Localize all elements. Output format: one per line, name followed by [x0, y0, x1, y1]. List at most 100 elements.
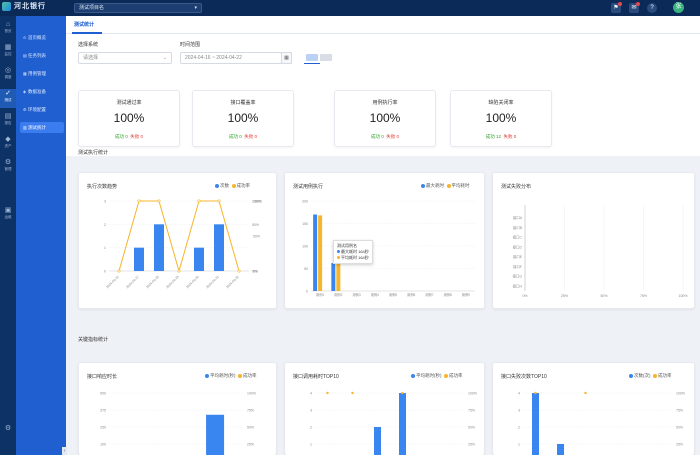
y-tick-label: 接口H — [513, 283, 523, 288]
rail-label: 测试 — [4, 98, 12, 102]
rail-item-report[interactable]: ▤ 报告 — [0, 112, 16, 131]
section-title-execution: 测试执行统计 — [78, 150, 109, 156]
kpi-fail: 失败 0 — [386, 134, 400, 139]
x-tick-label: 用例2 — [334, 292, 342, 297]
y-tick-label: 250 — [100, 426, 106, 430]
tab-bar: 测试统计 — [66, 16, 700, 34]
quick-range-button[interactable] — [306, 54, 318, 61]
bell-icon[interactable]: ⚑ — [611, 2, 622, 13]
kpi-fail: 失败 0 — [244, 134, 258, 139]
chart-card-fail-dist: 0% 25% 50% 75% 100% 接口A 接口B 接口C 接口D 接口E 接口F 接口G 接口H … — [492, 172, 695, 309]
legend-label: 平均耗时(秒) — [210, 373, 236, 378]
date-range-input[interactable]: 2024-04-16 ~ 2024-04-22 — [180, 52, 282, 64]
kpi-card: 测试通过率 100% 成功 0 失败 0 — [78, 90, 180, 147]
rail-item-home[interactable]: ⌂ 首页 — [0, 20, 16, 39]
help-icon[interactable]: ? — [647, 3, 657, 13]
rail-item-monitor[interactable]: ▦ 监控 — [0, 43, 16, 62]
tooltip-title: 测试用例名 — [337, 243, 357, 248]
calendar-icon[interactable]: ▦ — [281, 52, 292, 64]
tab-stats[interactable]: 测试统计 — [74, 22, 95, 28]
x-tick-label: 2024-04-17 — [125, 275, 140, 290]
legend-label: 平均耗时 — [451, 183, 470, 188]
chart-title: 测试用例执行 — [293, 184, 324, 190]
quick-range-button[interactable] — [320, 54, 332, 61]
line-point — [217, 199, 221, 203]
message-icon[interactable]: ✉ — [629, 2, 640, 13]
line-point — [584, 391, 587, 395]
rail-item-test[interactable]: ✓ 测试 — [0, 89, 16, 108]
chart-card-response: 500 100% 375 75% 250 50% 100 25% 接口响应时长 平均耗时(秒)… — [78, 362, 277, 455]
settings-icon[interactable]: ⚙ — [4, 425, 12, 432]
sidebar-item-tasks[interactable]: ▤任务列表 — [20, 50, 64, 61]
x-tick-label: 2024-04-21 — [205, 275, 220, 290]
kpi-title: 用例执行率 — [372, 100, 398, 106]
bar — [336, 264, 341, 291]
y-tick-label: 3 — [518, 409, 520, 413]
y-tick-label: 4 — [310, 392, 312, 396]
sidebar-item-stats[interactable]: ▥测试统计 — [20, 122, 64, 133]
bar — [399, 393, 406, 455]
y-tick-label: 375 — [100, 409, 106, 413]
sidebar-item-data[interactable]: ◈ 数据准备 — [20, 86, 64, 97]
chart-title: 测试失败分布 — [501, 184, 532, 190]
rail-item-ops[interactable]: ▣ 运维 — [0, 206, 16, 225]
sidebar-item-overview[interactable]: ⊙ 首页概览 — [20, 32, 64, 43]
kpi-title: 接口覆盖率 — [230, 100, 256, 106]
y-tick-label: 2 — [310, 426, 312, 430]
y2-tick-label: 50% — [468, 426, 475, 430]
chart-legend: 次数 成功率 — [215, 183, 250, 189]
chart-tooltip: 测试用例名 最大耗时 164秒 平均耗时 164秒 — [333, 240, 373, 264]
top-bar: 河北银行 测试项目名 ▾ ⚑ ✉ ? 张 — [0, 0, 700, 16]
y-tick-label: 2 — [518, 426, 520, 430]
sidebar-item-label: 任务列表 — [28, 53, 46, 58]
line-point — [326, 391, 329, 395]
x-tick-label: 用例5 — [389, 292, 397, 297]
kpi-fail: 失败 0 — [503, 134, 517, 139]
rail-label: 报告 — [4, 121, 12, 125]
bar — [557, 444, 564, 455]
section-title-metrics: 关键指标统计 — [78, 337, 109, 343]
brand-logo[interactable]: 河北银行 — [2, 1, 46, 11]
brand-name: 河北银行 — [14, 1, 46, 10]
y-tick-label: 接口G — [513, 274, 523, 279]
y-tick-label: 0 — [306, 290, 308, 294]
system-label: 选择系统 — [78, 42, 99, 48]
kpi-success: 成功 0 — [228, 134, 242, 139]
project-select-value: 测试项目名 — [79, 5, 105, 11]
server-icon: ▣ — [4, 207, 12, 214]
project-select[interactable]: 测试项目名 ▾ — [74, 3, 202, 13]
bar — [532, 393, 539, 455]
rail-item-schedule[interactable]: ◎ 调度 — [0, 66, 16, 85]
kpi-sub: 成功 12 失败 0 — [451, 134, 551, 140]
list-icon: ▤ — [23, 53, 27, 58]
y2-tick-label: 50% — [676, 426, 683, 430]
chart-svg: 0% 25% 50% 75% 100% 接口A 接口B 接口C 接口D 接口E 接口F 接口G 接口H — [513, 205, 688, 298]
bar — [318, 215, 323, 291]
line-point — [197, 199, 201, 203]
y-tick-label: 接口A — [513, 215, 523, 220]
system-select[interactable]: 请选择 ⌄ — [78, 52, 172, 64]
legend-label: 次数(次) — [634, 373, 651, 378]
chart-card-trend: 0 0% 1 2 50% 3 100% 0% 50% 100% 2024-04-16 2024-04-… — [78, 172, 277, 309]
grid-icon: ▦ — [23, 71, 27, 76]
sidebar-item-cases[interactable]: ▦用例管理 — [20, 68, 64, 79]
kpi-sub: 成功 0 失败 0 — [79, 134, 179, 140]
avatar[interactable]: 张 — [673, 2, 684, 13]
y-tick-label: 4 — [518, 392, 520, 396]
sidebar-item-env[interactable]: ⚙环境配置 — [20, 104, 64, 115]
collapse-handle[interactable]: ‹ — [62, 447, 67, 455]
y-tick-label: 200 — [302, 200, 308, 204]
x-tick-label: 100% — [679, 294, 688, 298]
line-point — [237, 269, 241, 273]
x-tick-label: 2024-04-19 — [165, 275, 180, 290]
y-tick-label: 500 — [100, 392, 106, 396]
rail-item-asset[interactable]: ◆ 资产 — [0, 135, 16, 154]
bar — [331, 263, 336, 291]
line-point — [401, 391, 404, 395]
y2-tick-label: 100% — [676, 392, 685, 396]
x-tick-label: 用例4 — [371, 292, 379, 297]
rail-item-admin[interactable]: ⚙ 管理 — [0, 158, 16, 177]
x-tick-label: 50% — [600, 294, 607, 298]
kpi-sub: 成功 0 失败 0 — [193, 134, 293, 140]
chart-svg: 0 0%12 50%3 100%0%50%100%2024-04-16 2024-04-… — [104, 199, 262, 290]
